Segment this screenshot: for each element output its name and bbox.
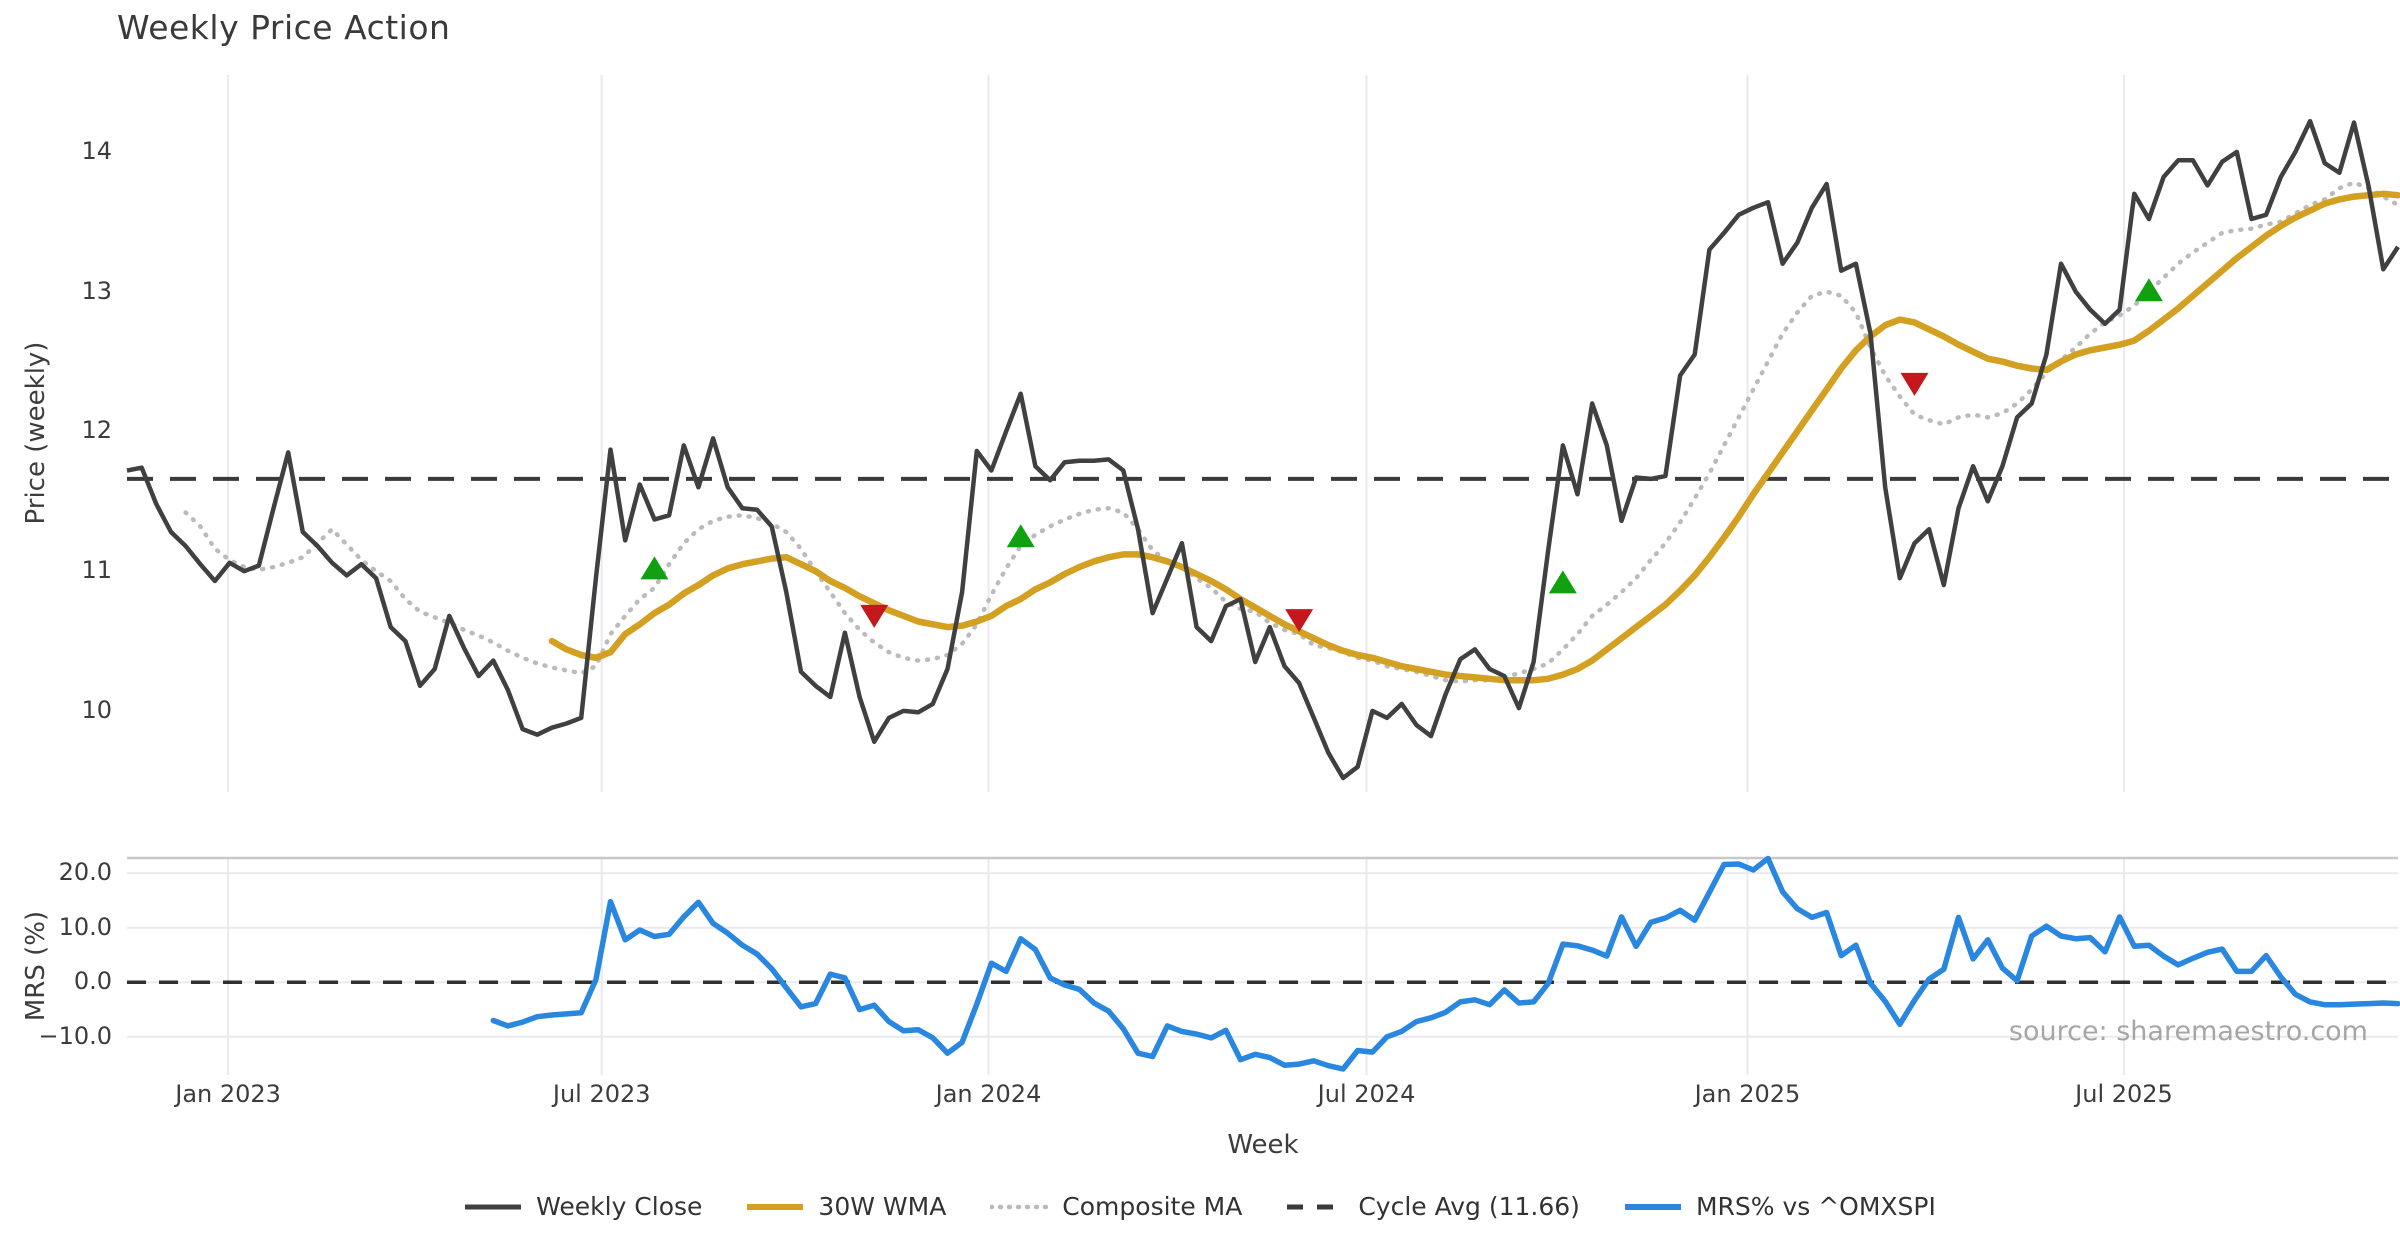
buy-marker [1548,570,1577,594]
price-ytick: 14 [81,136,112,165]
mrs-ytick: 0.0 [73,967,112,996]
price-ytick: 10 [81,695,112,724]
legend: Weekly Close 30W WMA Composite MA Cycle Avg… [0,1192,2400,1221]
price-ytick: 12 [81,416,112,445]
legend-label: Composite MA [1062,1192,1243,1221]
price-ytick: 13 [81,276,112,305]
wma-line [548,190,2400,684]
legend-label: Cycle Avg (11.66) [1358,1192,1580,1221]
mrs-ytick: 20.0 [58,858,112,887]
sell-marker [860,604,889,628]
legend-label: Weekly Close [536,1192,703,1221]
composite-ma-line [183,180,2400,684]
weekly-close-line [126,118,2400,781]
mrs-line [490,855,2400,1072]
x-tick-label: Jan 2025 [1694,1080,1801,1108]
price-ytick: 11 [81,556,112,585]
legend-label: MRS% vs ^OMXSPI [1695,1192,1936,1221]
mrs-ytick: 10.0 [58,912,112,941]
sell-marker [1285,609,1314,633]
mrs-ytick: −10.0 [38,1021,112,1050]
buy-marker [2134,278,2163,302]
legend-item: MRS% vs ^OMXSPI [1624,1192,1936,1221]
legend-swatch-dashed [1287,1204,1344,1209]
x-tick-label: Jul 2023 [552,1080,651,1108]
legend-item: Weekly Close [464,1192,702,1221]
legend-swatch-solid [465,1204,522,1209]
buy-marker [1006,524,1035,548]
legend-item: Composite MA [990,1192,1242,1221]
sell-marker [1900,372,1929,396]
legend-item: 30W WMA [746,1192,946,1221]
source-credit: source: sharemaestro.com [2008,1016,2368,1047]
x-tick-label: Jan 2023 [175,1080,281,1108]
legend-swatch-solid [1624,1203,1681,1210]
x-tick-label: Jul 2025 [2075,1080,2173,1108]
x-axis-label: Week [1227,1130,1299,1160]
legend-label: 30W WMA [818,1192,947,1221]
buy-marker [640,556,669,580]
x-tick-label: Jan 2024 [935,1080,1042,1108]
chart-title: Weekly Price Action [117,8,451,47]
legend-swatch-solid [747,1203,804,1210]
x-tick-label: Jul 2024 [1317,1080,1416,1108]
legend-item: Cycle Avg (11.66) [1286,1192,1580,1221]
legend-swatch-dotted [990,1204,1049,1209]
